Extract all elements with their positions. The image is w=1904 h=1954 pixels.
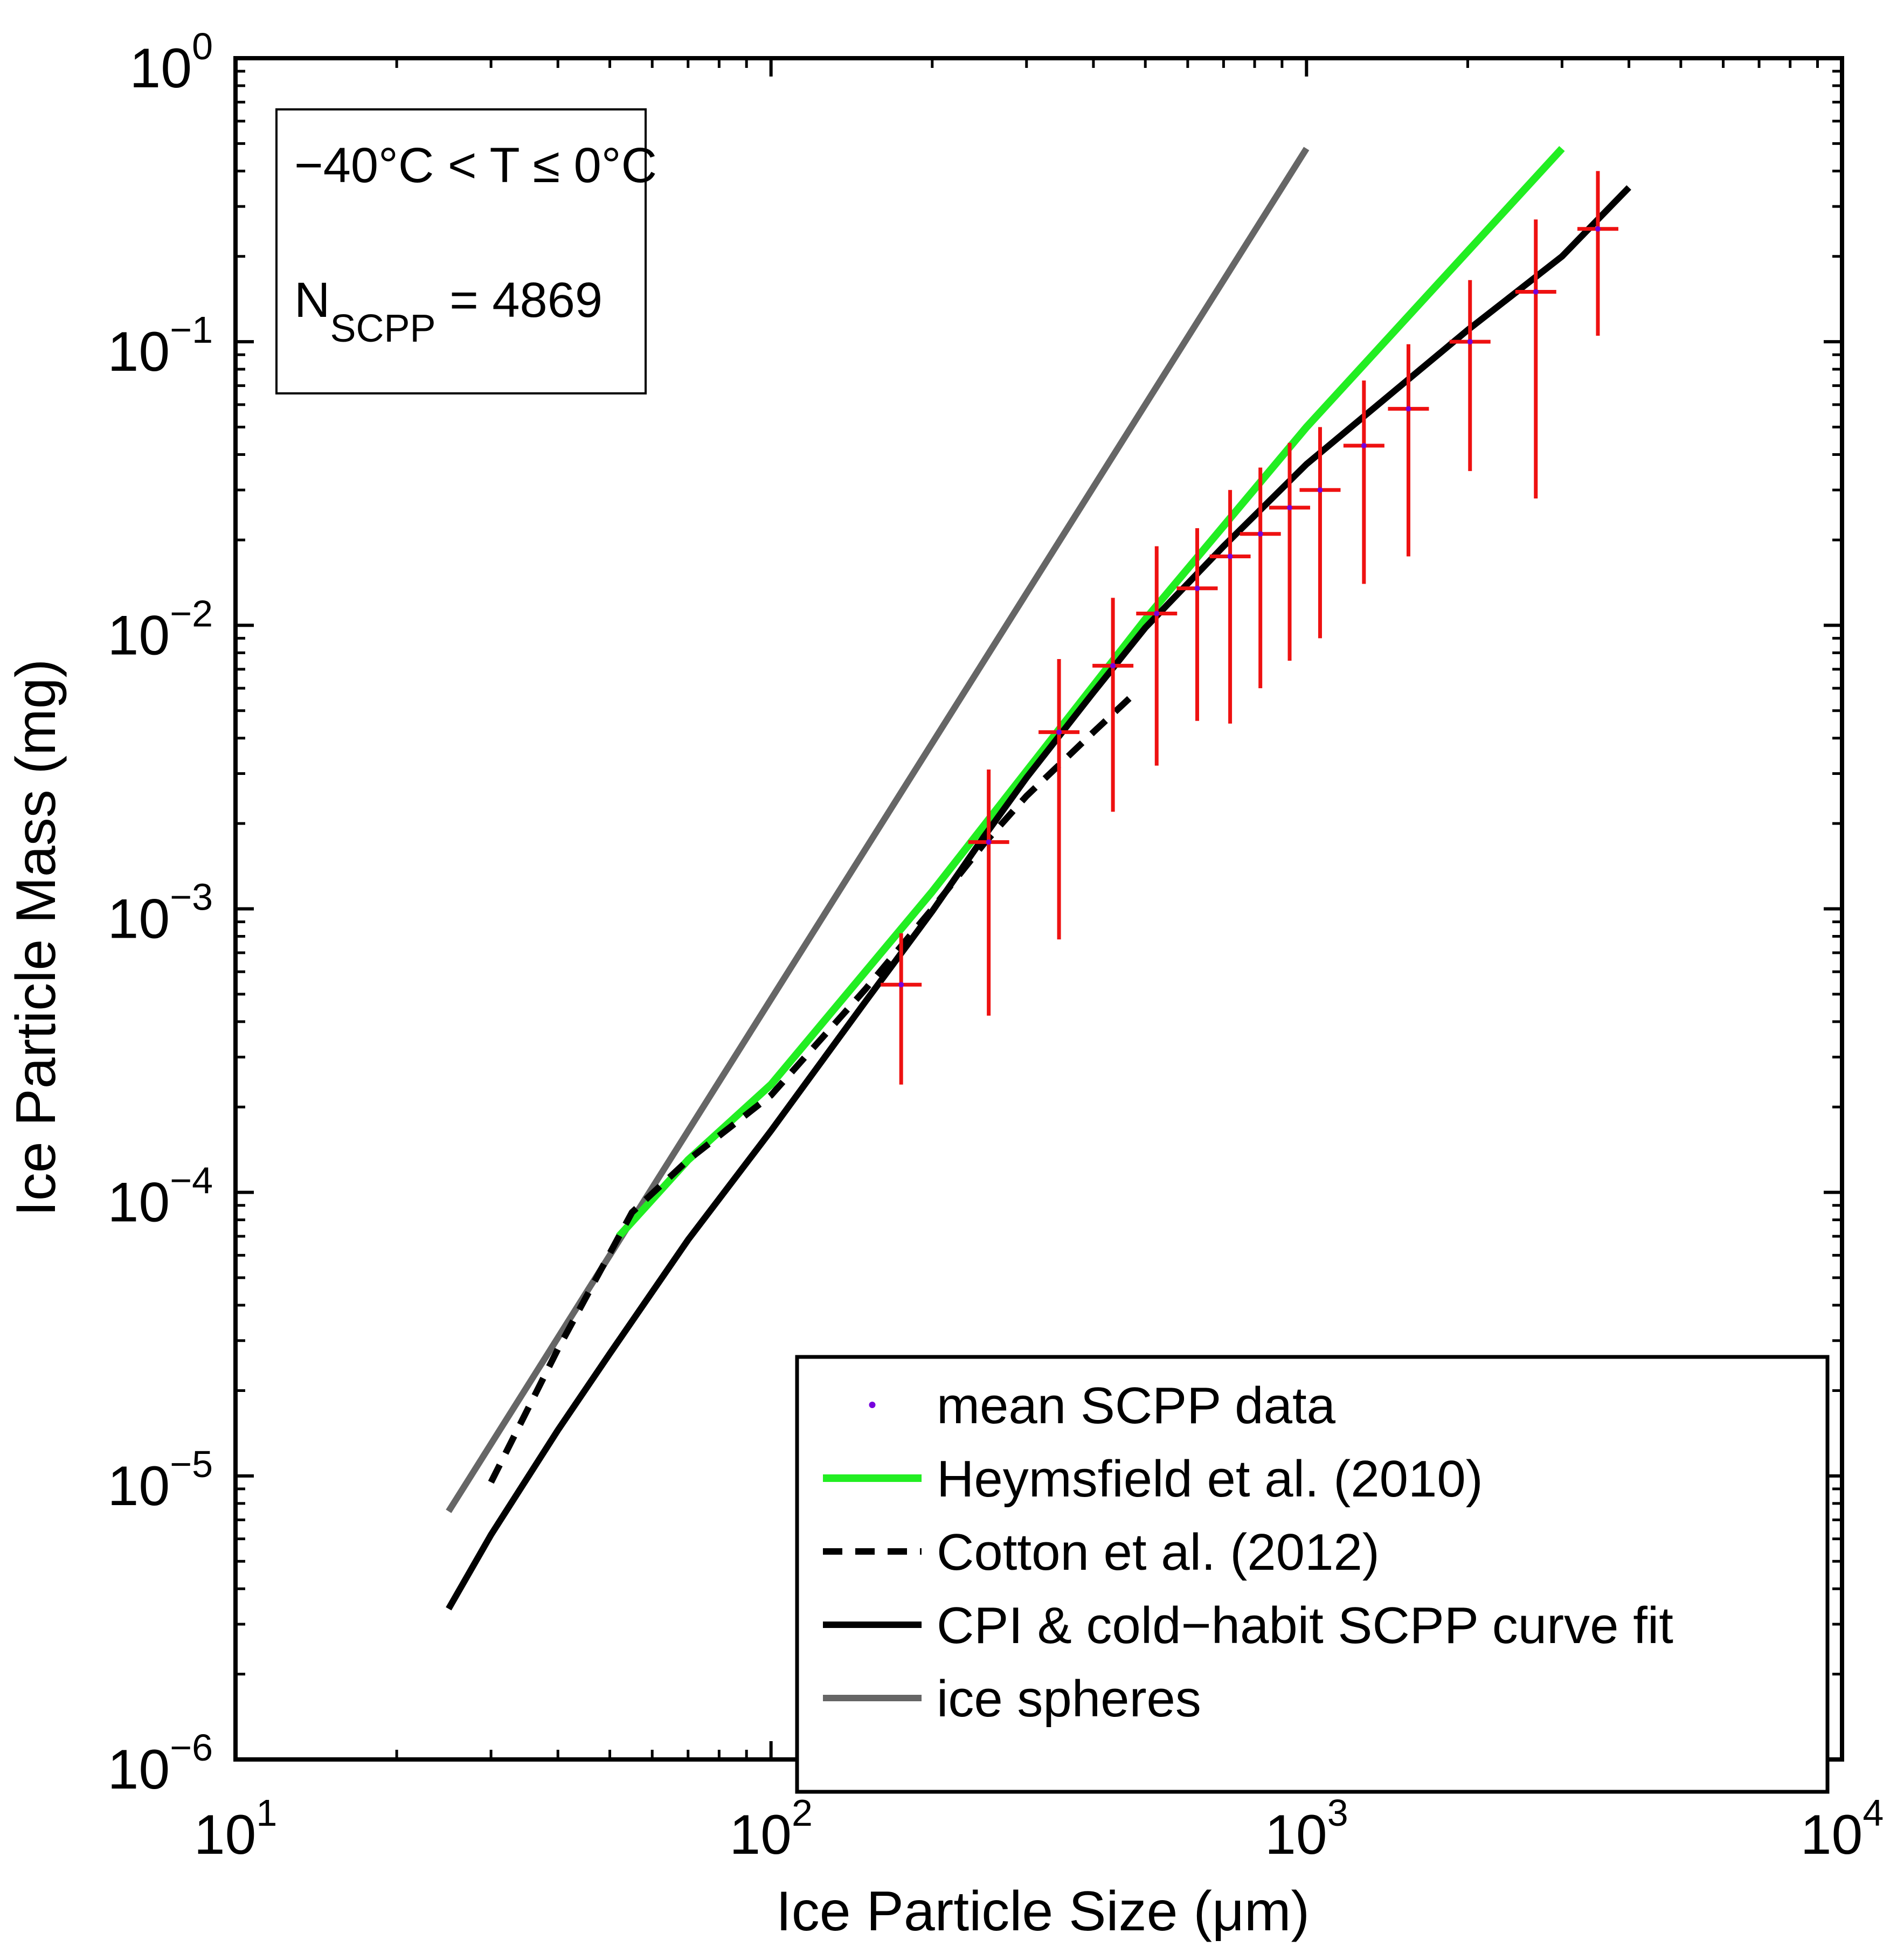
- legend-label-cpi-cold-habit-scpp-curve-fit: CPI & cold−habit SCPP curve fit: [937, 1597, 1673, 1654]
- series-line-heymsfield-et-al-2010: [616, 145, 1565, 1239]
- legend-frame: [795, 1355, 1830, 1794]
- annotation-box: −40°C < T ≤ 0°C NSCPP = 4869: [275, 108, 657, 394]
- x-tick-base: 10: [1265, 1804, 1327, 1866]
- y-tick-base: 10: [108, 1738, 170, 1801]
- y-tick-label: 10−6: [108, 1727, 213, 1801]
- axis-ticks: [234, 57, 1844, 1761]
- y-tick-base: 10: [108, 604, 170, 667]
- y-tick-label: 10−5: [108, 1443, 213, 1518]
- y-tick-label: 10−3: [108, 876, 213, 951]
- x-tick-label: 104: [1801, 1792, 1884, 1866]
- y-tick-base: 10: [108, 888, 170, 951]
- scpp-data-point: [1317, 487, 1323, 493]
- series-line-cpi-cold-habit-scpp-curve-fit: [446, 185, 1631, 1611]
- scpp-data-point: [986, 839, 992, 845]
- x-tick-base: 10: [1801, 1804, 1863, 1866]
- scpp-data-point: [1287, 504, 1293, 510]
- legend: mean SCPP data Heymsfield et al. (2010) Co…: [795, 1355, 1830, 1794]
- series-line-ice-spheres: [446, 147, 1310, 1513]
- scpp-data-point: [1227, 553, 1233, 559]
- y-tick-exponent: −4: [170, 1160, 213, 1202]
- y-tick-label: 100: [129, 25, 213, 100]
- scpp-data-layer: [881, 171, 1618, 1085]
- y-tick-label: 10−1: [108, 309, 213, 383]
- legend-label-mean-scpp-data: mean SCPP data: [937, 1377, 1336, 1435]
- y-tick-exponent: −3: [170, 876, 213, 918]
- scpp-data-point: [898, 982, 904, 988]
- annotation-count-value: = 4869: [436, 273, 603, 328]
- scpp-data-point: [1533, 289, 1539, 295]
- scpp-data-point: [1194, 585, 1200, 591]
- x-tick-exponent: 1: [256, 1792, 277, 1834]
- annotation-temperature: −40°C < T ≤ 0°C: [294, 138, 657, 193]
- scpp-data-point: [1056, 729, 1062, 735]
- scpp-data-point: [1110, 663, 1116, 669]
- x-tick-label: 101: [194, 1792, 278, 1866]
- x-tick-label: 102: [729, 1792, 813, 1866]
- x-tick-exponent: 2: [792, 1792, 813, 1834]
- scpp-data-point: [1595, 226, 1601, 232]
- x-tick-exponent: 4: [1863, 1792, 1884, 1834]
- legend-label-ice-spheres: ice spheres: [937, 1670, 1201, 1728]
- y-tick-exponent: −5: [170, 1443, 213, 1485]
- scpp-data-point: [1406, 406, 1411, 412]
- x-tick-base: 10: [729, 1804, 792, 1866]
- x-tick-exponent: 3: [1327, 1792, 1348, 1834]
- annotation-frame: [275, 108, 647, 394]
- y-tick-exponent: −6: [170, 1727, 213, 1769]
- legend-label-cotton-et-al-2012: Cotton et al. (2012): [937, 1523, 1380, 1581]
- x-tick-base: 10: [194, 1804, 257, 1866]
- y-tick-exponent: 0: [192, 25, 213, 67]
- y-tick-base: 10: [108, 1455, 170, 1518]
- y-tick-label: 10−4: [108, 1160, 213, 1234]
- scpp-data-point: [1361, 443, 1367, 449]
- x-tick-label: 103: [1265, 1792, 1348, 1866]
- annotation-count-subscript: SCPP: [330, 307, 435, 350]
- scpp-data-point: [1257, 531, 1263, 537]
- scpp-data-point: [1467, 339, 1473, 345]
- annotation-count-prefix: N: [294, 273, 330, 328]
- y-tick-exponent: −1: [170, 309, 213, 351]
- y-axis-label: Ice Particle Mass (mg): [5, 659, 67, 1216]
- legend-label-heymsfield-et-al-2010: Heymsfield et al. (2010): [937, 1450, 1483, 1508]
- y-tick-base: 10: [108, 321, 170, 383]
- series-line-cotton-et-al-2012: [488, 690, 1138, 1484]
- x-axis-label: Ice Particle Size (μm): [776, 1880, 1310, 1943]
- y-tick-exponent: −2: [170, 592, 213, 634]
- scpp-data-point: [1154, 611, 1160, 616]
- series-layer: [446, 145, 1631, 1611]
- y-tick-label: 10−2: [108, 592, 213, 667]
- y-tick-base: 10: [129, 37, 192, 100]
- legend-swatch-mean-scpp-data: [869, 1402, 876, 1408]
- annotation-count: NSCPP = 4869: [294, 273, 603, 350]
- y-tick-base: 10: [108, 1172, 170, 1234]
